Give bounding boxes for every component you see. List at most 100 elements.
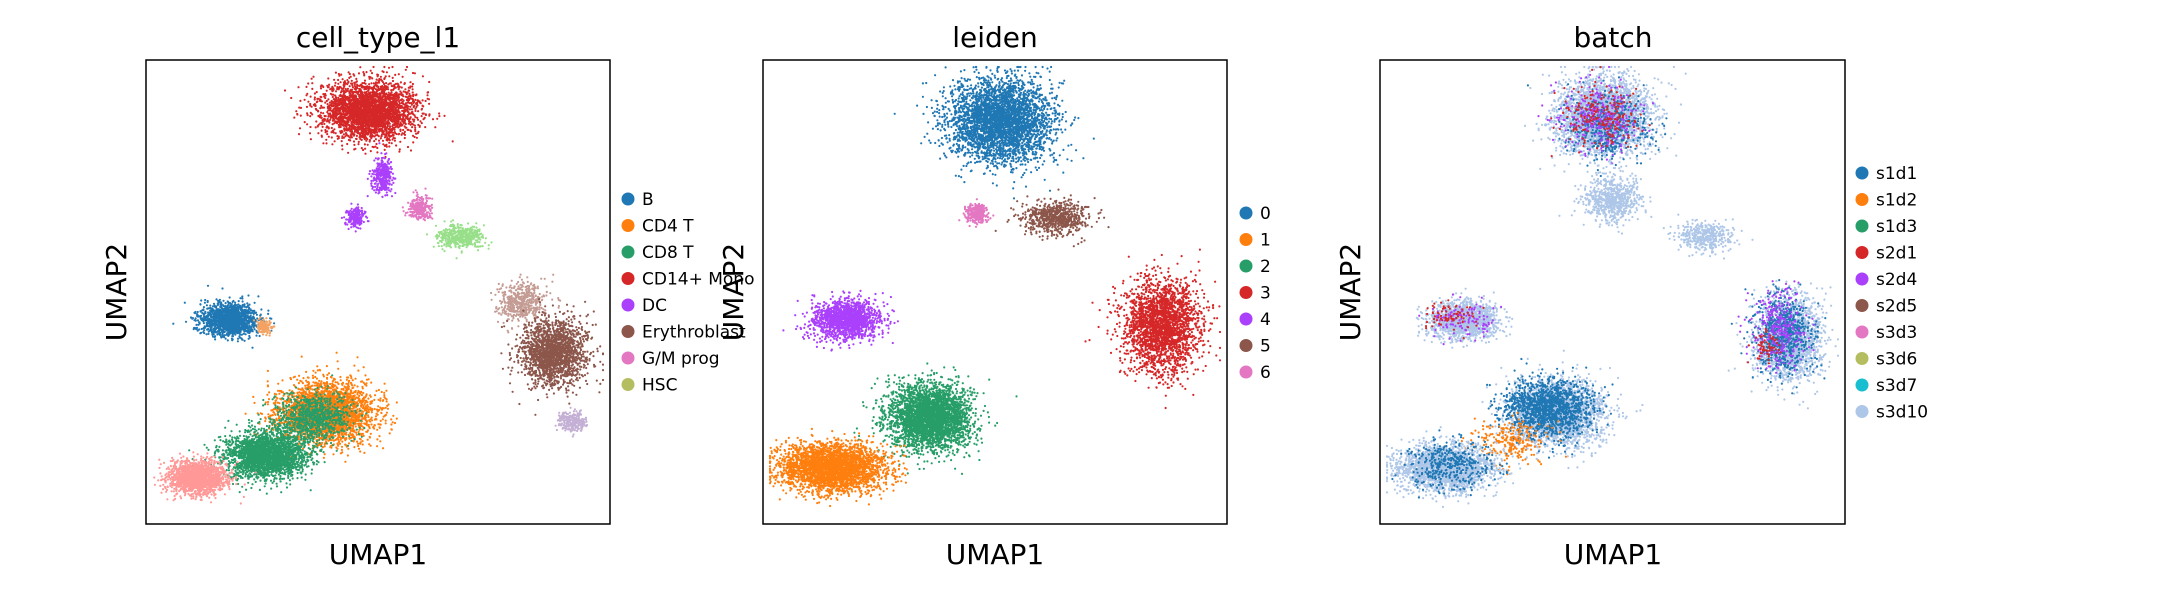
legend-cell-type: B CD4 T CD8 T CD14+ Mono DC Erythroblast G/M p… xyxy=(621,190,754,396)
point-cluster-1-6 xyxy=(768,427,908,508)
point-cluster-s1d1-17 xyxy=(1391,429,1509,499)
legend-marker-6 xyxy=(1239,365,1253,379)
point-cluster-s1d1-10 xyxy=(1730,279,1827,395)
legend-marker-cd14-mono xyxy=(621,272,635,285)
point-cluster-s3d10-16 xyxy=(1385,426,1522,508)
legend-marker-s1d2 xyxy=(1855,193,1869,206)
point-cluster-cd8-t-11 xyxy=(188,413,338,495)
point-cluster-hsc-6 xyxy=(425,219,493,260)
legend-label-s2d1: s2d1 xyxy=(1876,244,1917,264)
legend-marker-s1d3 xyxy=(1855,219,1869,233)
panel-cell-type-l1: cell_type_l1 UMAP1 UMAP2 B CD4 T CD8 T CD14… xyxy=(100,21,754,571)
point-cluster-s2d1-8 xyxy=(1424,299,1485,340)
panel-title-leiden: leiden xyxy=(952,21,1038,54)
legend-leiden: 0 1 2 3 4 5 6 xyxy=(1239,204,1271,383)
point-cluster-2-5 xyxy=(853,362,1018,475)
legend-marker-2 xyxy=(1239,259,1253,273)
panel-title-cell-type: cell_type_l1 xyxy=(296,21,460,54)
legend-marker-s3d7 xyxy=(1855,378,1869,392)
point-cluster-0-0 xyxy=(893,65,1095,200)
legend-label-4: 4 xyxy=(1260,310,1271,330)
point-cluster-5-3 xyxy=(994,188,1110,248)
scatter-points-cell-type xyxy=(153,65,605,505)
panel-batch: batch UMAP1 UMAP2 s1d1 s1d2 s1d3 s2d1 s2d4 s2… xyxy=(1334,21,1928,571)
legend-marker-s3d6 xyxy=(1855,352,1869,365)
legend-label-hsc: HSC xyxy=(642,376,677,396)
point-cluster-s2d1-12 xyxy=(1746,327,1782,365)
legend-label-3: 3 xyxy=(1260,284,1271,304)
panel-leiden: leiden UMAP1 UMAP2 0 1 2 3 4 5 6 xyxy=(717,21,1271,571)
point-cluster-4-1 xyxy=(782,289,900,352)
legend-label-s2d4: s2d4 xyxy=(1876,270,1917,290)
y-axis-label-batch: UMAP2 xyxy=(1334,243,1367,342)
legend-marker-5 xyxy=(1239,339,1253,352)
legend-marker-1 xyxy=(1239,233,1253,246)
legend-label-s3d10: s3d10 xyxy=(1876,403,1928,423)
legend-marker-s2d4 xyxy=(1855,272,1869,286)
legend-label-s1d1: s1d1 xyxy=(1876,164,1917,184)
legend-marker-erythroblast xyxy=(621,325,635,338)
legend-batch: s1d1 s1d2 s1d3 s2d1 s2d4 s2d5 s3d3 s3d6 s3d7 s3d1… xyxy=(1855,164,1928,423)
legend-label-b: B xyxy=(642,190,654,210)
point-cluster-s1d2-15 xyxy=(1460,411,1568,476)
x-axis-label-cell-type: UMAP1 xyxy=(329,538,428,571)
point-cluster-erythroblast-7 xyxy=(490,273,562,334)
point-cluster-erythroblast-9 xyxy=(554,406,589,438)
point-cluster-dc-3 xyxy=(366,142,397,199)
point-cluster-3-4 xyxy=(1084,248,1222,410)
legend-marker-cd4-t xyxy=(621,219,635,232)
legend-label-cd14-mono: CD14+ Mono xyxy=(642,270,754,290)
point-cluster-s2d4-11 xyxy=(1737,280,1815,374)
scatter-points-batch xyxy=(1385,65,1840,508)
point-cluster-s3d10-5 xyxy=(1662,213,1754,260)
legend-label-s2d5: s2d5 xyxy=(1876,297,1917,317)
point-cluster-6-2 xyxy=(958,198,995,228)
y-axis-label-leiden: UMAP2 xyxy=(717,243,750,342)
x-axis-label-batch: UMAP1 xyxy=(1564,538,1663,571)
legend-marker-cd8-t xyxy=(621,245,635,259)
legend-marker-g-m-prog xyxy=(621,351,635,365)
point-cluster-s2d1-3 xyxy=(1550,66,1651,158)
plot-frame-batch xyxy=(1379,59,1846,525)
point-cluster-g-m-prog-5 xyxy=(401,187,434,222)
plot-frame-cell-type xyxy=(145,59,611,525)
point-cluster-s3d10-4 xyxy=(1558,162,1653,235)
point-cluster-b-0 xyxy=(172,284,276,349)
legend-label-s3d7: s3d7 xyxy=(1876,376,1917,396)
legend-marker-4 xyxy=(1239,312,1253,326)
x-axis-label-leiden: UMAP1 xyxy=(946,538,1045,571)
legend-marker-b xyxy=(621,192,635,206)
point-cluster-dc-4 xyxy=(340,202,370,233)
legend-label-0: 0 xyxy=(1260,204,1271,224)
scatter-points-leiden xyxy=(768,65,1222,508)
legend-marker-s3d10 xyxy=(1855,405,1869,418)
y-axis-label-cell-type: UMAP2 xyxy=(100,243,133,342)
legend-label-5: 5 xyxy=(1260,337,1271,357)
legend-label-s3d6: s3d6 xyxy=(1876,350,1917,370)
legend-label-g-m-prog: G/M prog xyxy=(642,349,720,369)
point-cluster-b-1 xyxy=(252,316,276,337)
legend-label-s1d2: s1d2 xyxy=(1876,191,1917,211)
point-cluster-cd14-mono-2 xyxy=(283,65,454,159)
legend-label-cd8-t: CD8 T xyxy=(642,243,694,263)
legend-label-dc: DC xyxy=(642,296,667,316)
point-cluster-erythroblast-8 xyxy=(500,298,605,416)
legend-marker-hsc xyxy=(621,378,635,391)
point-cluster-cd4-t-13 xyxy=(153,451,257,505)
legend-marker-3 xyxy=(1239,286,1253,299)
legend-label-s1d3: s1d3 xyxy=(1876,217,1917,237)
legend-label-2: 2 xyxy=(1260,257,1271,277)
legend-marker-dc xyxy=(621,298,635,312)
legend-label-cd4-t: CD4 T xyxy=(642,217,694,237)
legend-marker-0 xyxy=(1239,206,1253,220)
legend-label-s3d3: s3d3 xyxy=(1876,323,1917,343)
plot-frame-leiden xyxy=(762,59,1228,525)
legend-label-erythroblast: Erythroblast xyxy=(642,323,746,343)
panel-title-batch: batch xyxy=(1573,21,1652,54)
point-cluster-s3d10-0 xyxy=(1523,65,1687,190)
legend-marker-s2d5 xyxy=(1855,299,1869,312)
legend-label-1: 1 xyxy=(1260,231,1271,251)
legend-label-6: 6 xyxy=(1260,363,1271,383)
legend-marker-s2d1 xyxy=(1855,246,1869,259)
